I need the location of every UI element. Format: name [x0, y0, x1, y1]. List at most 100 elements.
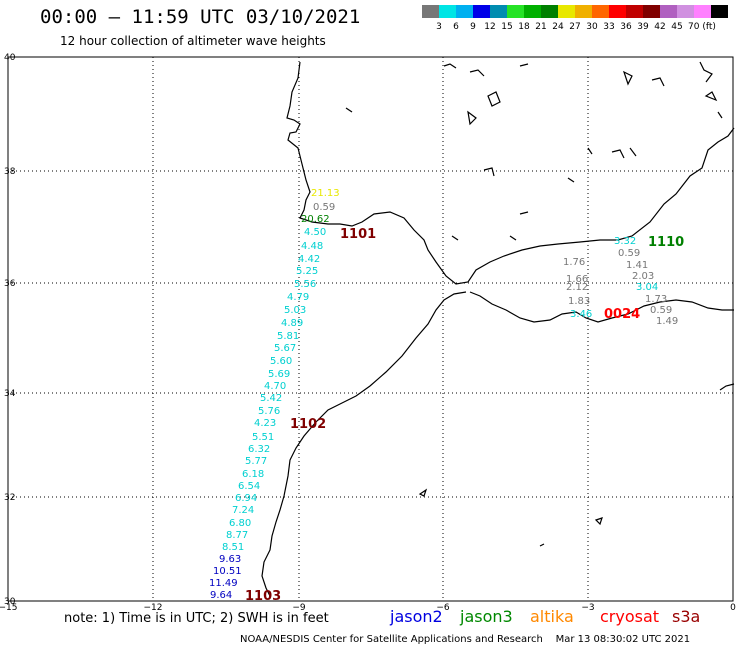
color-scale-label: 42 [654, 22, 666, 32]
longitude-label: −6 [436, 603, 450, 613]
footer-credit: NOAA/NESDIS Center for Satellite Applica… [240, 634, 690, 645]
credit-text: NOAA/NESDIS Center for Satellite Applica… [240, 634, 543, 645]
wave-height-label: 5.60 [270, 356, 292, 367]
pass-id-label: 0024 [604, 307, 640, 322]
wave-height-label: 5.67 [274, 343, 296, 354]
color-swatch [456, 5, 473, 18]
wave-height-label: 9.63 [219, 554, 241, 565]
wave-height-label: 5.51 [252, 432, 274, 443]
coastline [261, 61, 735, 597]
color-swatch [660, 5, 677, 18]
wave-height-label: 2.03 [632, 271, 654, 282]
pass-id-label: 1110 [648, 235, 684, 250]
wave-height-label: 0.59 [618, 248, 640, 259]
wave-height-label: 0.59 [313, 202, 335, 213]
wave-height-label: 4.89 [281, 318, 303, 329]
map-subtitle: 12 hour collection of altimeter wave hei… [60, 34, 326, 48]
mission-name: cryosat [600, 607, 660, 626]
wave-height-label: 6.94 [235, 493, 257, 504]
wave-height-label: 5.81 [277, 331, 299, 342]
wave-height-label: 9.64 [210, 590, 232, 601]
wave-height-label: 5.25 [296, 266, 318, 277]
wave-height-label: 8.77 [226, 530, 248, 541]
timestamp-text: Mar 13 08:30:02 UTC 2021 [555, 634, 691, 645]
wave-height-label: 4.48 [301, 241, 323, 252]
wave-height-label: 7.24 [232, 505, 254, 516]
wave-height-label: 5.69 [268, 369, 290, 380]
wave-height-label: 1.41 [626, 260, 648, 271]
color-scale-label: 30 [586, 22, 598, 32]
wave-height-label: 4.42 [298, 254, 320, 265]
wave-height-values: 21.130.5920.624.504.484.425.255.564.795.… [209, 188, 678, 601]
color-scale-label: 12 [484, 22, 496, 32]
color-scale-label: 70 (ft) [688, 22, 716, 32]
wave-height-label: 5.56 [294, 279, 316, 290]
latitude-label: 30 [4, 597, 16, 607]
color-scale-label: 15 [501, 22, 513, 32]
color-scale-label: 6 [453, 22, 459, 32]
mission-name: jason2 [390, 607, 443, 626]
wave-height-label: 4.50 [304, 227, 326, 238]
longitude-label: −9 [292, 603, 306, 613]
color-swatch [558, 5, 575, 18]
wave-height-label: 8.51 [222, 542, 244, 553]
color-scale-label: 27 [569, 22, 581, 32]
pass-id-label: 1102 [290, 417, 326, 432]
color-scale-label: 24 [552, 22, 564, 32]
color-swatch [711, 5, 728, 18]
color-scale-label: 45 [671, 22, 683, 32]
wave-height-label: 3.46 [570, 309, 592, 320]
color-swatch [507, 5, 524, 18]
mission-name: s3a [672, 607, 701, 626]
color-swatch [677, 5, 694, 18]
latitude-label: 32 [4, 493, 15, 503]
wave-height-label: 5.77 [245, 456, 267, 467]
wave-height-label: 5.03 [284, 305, 306, 316]
color-scale-label: 33 [603, 22, 615, 32]
latitude-label: 38 [4, 167, 16, 177]
axis-labels: 40 38 36 34 32 30−15 −12 −9 −6 −3 0 [0, 53, 736, 613]
wave-height-label: 6.18 [242, 469, 264, 480]
wave-height-label: 5.42 [260, 393, 282, 404]
wave-height-label: 4.79 [287, 292, 309, 303]
color-scale-label: 18 [518, 22, 530, 32]
mission-name: altika [530, 607, 574, 626]
wave-height-label: 11.49 [209, 578, 238, 589]
color-swatch [575, 5, 592, 18]
wave-height-label: 6.54 [238, 481, 260, 492]
wave-height-label: 6.32 [248, 444, 270, 455]
color-swatch [422, 5, 439, 18]
wave-height-label: 1.76 [563, 257, 585, 268]
lat-lon-grid [8, 57, 733, 601]
wave-height-label: 4.23 [254, 418, 276, 429]
color-swatch [694, 5, 711, 18]
longitude-label: −3 [581, 603, 594, 613]
color-swatch [439, 5, 456, 18]
color-swatch [473, 5, 490, 18]
mission-name: jason3 [460, 607, 513, 626]
wave-height-label: 1.83 [568, 296, 590, 307]
color-scale-label: 21 [535, 22, 547, 32]
wave-height-label: 6.80 [229, 518, 251, 529]
wave-height-label: 10.51 [213, 566, 242, 577]
wave-height-label: 1.73 [645, 294, 667, 305]
color-scale-label: 9 [470, 22, 476, 32]
map-frame [7, 56, 734, 602]
pass-id-label: 1103 [245, 589, 281, 604]
map-title: 00:00 – 11:59 UTC 03/10/2021 [40, 6, 361, 28]
wave-height-label: 3.04 [636, 282, 658, 293]
color-swatch [490, 5, 507, 18]
color-swatch [524, 5, 541, 18]
wave-height-label: 0.59 [650, 305, 672, 316]
color-swatch [643, 5, 660, 18]
wave-height-label: 4.70 [264, 381, 286, 392]
latitude-label: 34 [4, 389, 16, 399]
color-swatch [592, 5, 609, 18]
wave-height-label: 1.66 [566, 274, 588, 285]
color-swatch [609, 5, 626, 18]
latitude-label: 36 [4, 279, 16, 289]
longitude-label: −15 [0, 603, 18, 613]
longitude-label: 0 [730, 603, 736, 613]
color-scale-label: 39 [637, 22, 649, 32]
